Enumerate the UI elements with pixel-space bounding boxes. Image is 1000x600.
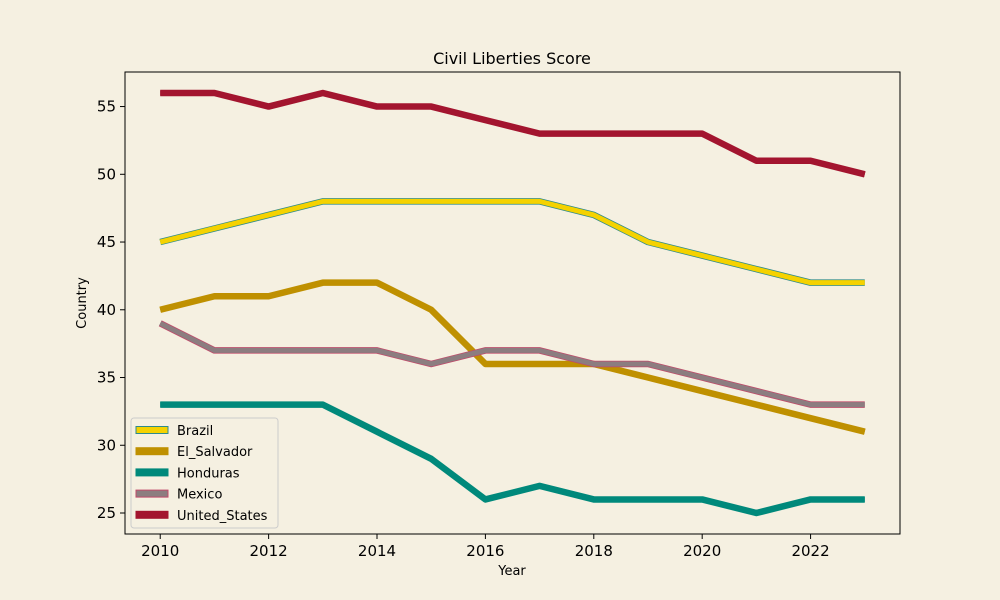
y-tick-label: 40 — [97, 301, 116, 319]
series-line-el-salvador — [159, 280, 866, 435]
legend-swatch-el-salvador — [135, 447, 169, 456]
x-axis-label: Year — [497, 564, 526, 579]
legend: Brazil El_Salvador Honduras Mexico United_St… — [130, 417, 279, 529]
legend-label-el-salvador: El_Salvador — [177, 445, 253, 460]
x-tick-label: 2018 — [575, 542, 613, 560]
legend-swatch-honduras — [135, 468, 169, 477]
legend-label-united-states: United_States — [177, 509, 268, 524]
legend-label-mexico: Mexico — [177, 488, 222, 503]
x-tick-label: 2022 — [791, 542, 829, 560]
series-line-brazil — [159, 198, 865, 286]
x-tick-label: 2012 — [250, 542, 288, 560]
x-tick-label: 2010 — [141, 542, 179, 560]
y-axis: 25 30 35 40 45 50 55 — [97, 98, 125, 522]
chart-title: Civil Liberties Score — [433, 49, 591, 68]
y-tick-label: 35 — [97, 369, 116, 387]
y-tick-label: 45 — [97, 233, 116, 251]
x-tick-label: 2014 — [358, 542, 396, 560]
series-line-mexico — [159, 321, 865, 408]
legend-label-honduras: Honduras — [177, 466, 240, 481]
series-lines — [158, 89, 866, 517]
y-axis-label: Country — [75, 277, 90, 329]
legend-swatch-brazil — [135, 426, 169, 434]
x-tick-label: 2020 — [683, 542, 721, 560]
legend-swatch-united-states — [135, 510, 169, 519]
legend-label-brazil: Brazil — [177, 424, 213, 439]
y-tick-label: 55 — [97, 98, 116, 116]
x-tick-label: 2016 — [466, 542, 504, 560]
series-line-united-states — [160, 90, 866, 177]
y-tick-label: 50 — [97, 165, 116, 183]
legend-swatch-mexico — [135, 489, 169, 498]
y-tick-label: 30 — [97, 436, 116, 454]
series-line-honduras — [160, 402, 865, 516]
x-axis: 2010 2012 2014 2016 2018 2020 2022 — [141, 534, 830, 560]
legend-box — [130, 417, 279, 529]
y-tick-label: 25 — [97, 504, 116, 522]
